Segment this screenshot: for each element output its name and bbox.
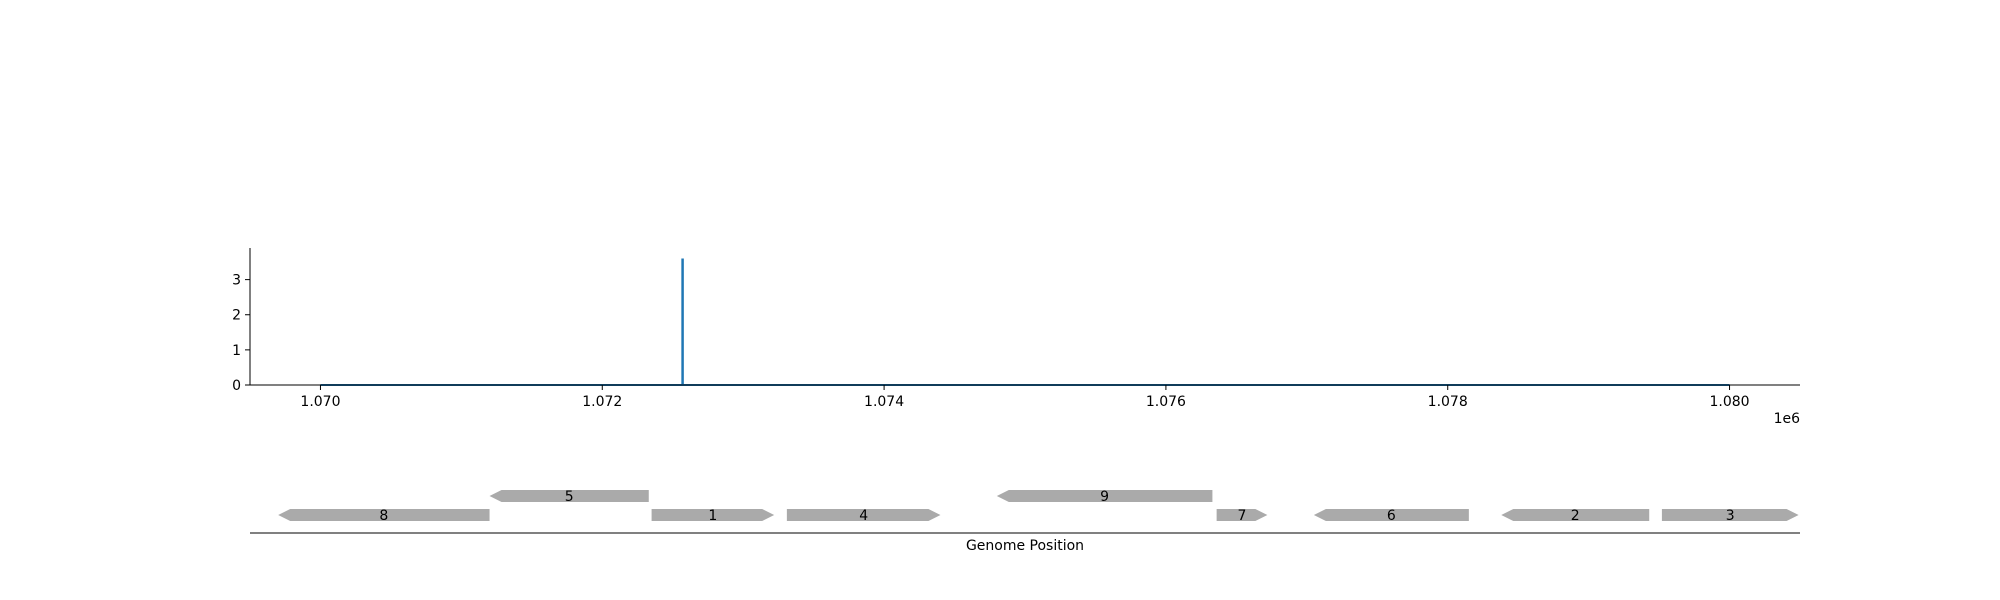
coverage-series xyxy=(320,258,1730,386)
gene-3: 3 xyxy=(1661,508,1799,524)
gene-arrow xyxy=(1313,509,1469,521)
coverage-plot: 1.070 1.072 1.074 1.076 1.078 1.080 0 1 2 3 1e6 xyxy=(232,248,1800,427)
gene-4: 4 xyxy=(786,508,941,524)
x-tick-label: 1.080 xyxy=(1709,394,1749,410)
gene-label: 2 xyxy=(1571,508,1580,524)
gene-7: 7 xyxy=(1216,508,1268,524)
gene-arrow xyxy=(651,509,775,521)
gene-1: 1 xyxy=(651,508,775,524)
gene-label: 5 xyxy=(565,489,574,505)
gene-label: 8 xyxy=(379,508,388,524)
gene-6: 6 xyxy=(1313,508,1469,524)
y-ticks: 0 1 2 3 xyxy=(232,273,250,394)
gene-label: 1 xyxy=(708,508,717,524)
x-tick-label: 1.076 xyxy=(1146,394,1186,410)
gene-2: 2 xyxy=(1501,508,1650,524)
y-tick-label: 1 xyxy=(232,343,241,359)
y-tick-label: 3 xyxy=(232,273,241,289)
y-tick-label: 0 xyxy=(232,378,241,394)
x-tick-label: 1.074 xyxy=(864,394,904,410)
gene-label: 6 xyxy=(1387,508,1396,524)
gene-track: 8 5 1 4 9 7 6 2 3 Genome Position xyxy=(250,489,1800,554)
genes: 8 5 1 4 9 7 6 2 3 xyxy=(278,489,1799,524)
x-tick-label: 1.072 xyxy=(582,394,622,410)
gene-arrow xyxy=(1661,509,1799,521)
x-axis-label: Genome Position xyxy=(966,538,1084,554)
gene-5: 5 xyxy=(489,489,649,505)
x-offset-label: 1e6 xyxy=(1774,411,1801,427)
gene-arrow xyxy=(278,509,490,521)
gene-9: 9 xyxy=(996,489,1213,505)
gene-arrow xyxy=(1501,509,1650,521)
x-tick-label: 1.078 xyxy=(1428,394,1468,410)
y-tick-label: 2 xyxy=(232,308,241,324)
gene-arrow xyxy=(1216,509,1268,521)
gene-8: 8 xyxy=(278,508,490,524)
gene-label: 9 xyxy=(1100,489,1109,505)
gene-arrow xyxy=(786,509,941,521)
gene-label: 7 xyxy=(1238,508,1247,524)
x-ticks: 1.070 1.072 1.074 1.076 1.078 1.080 xyxy=(300,385,1750,410)
gene-label: 3 xyxy=(1726,508,1735,524)
gene-label: 4 xyxy=(859,508,868,524)
gene-arrow xyxy=(489,490,649,502)
gene-arrow xyxy=(996,490,1213,502)
x-tick-label: 1.070 xyxy=(300,394,340,410)
